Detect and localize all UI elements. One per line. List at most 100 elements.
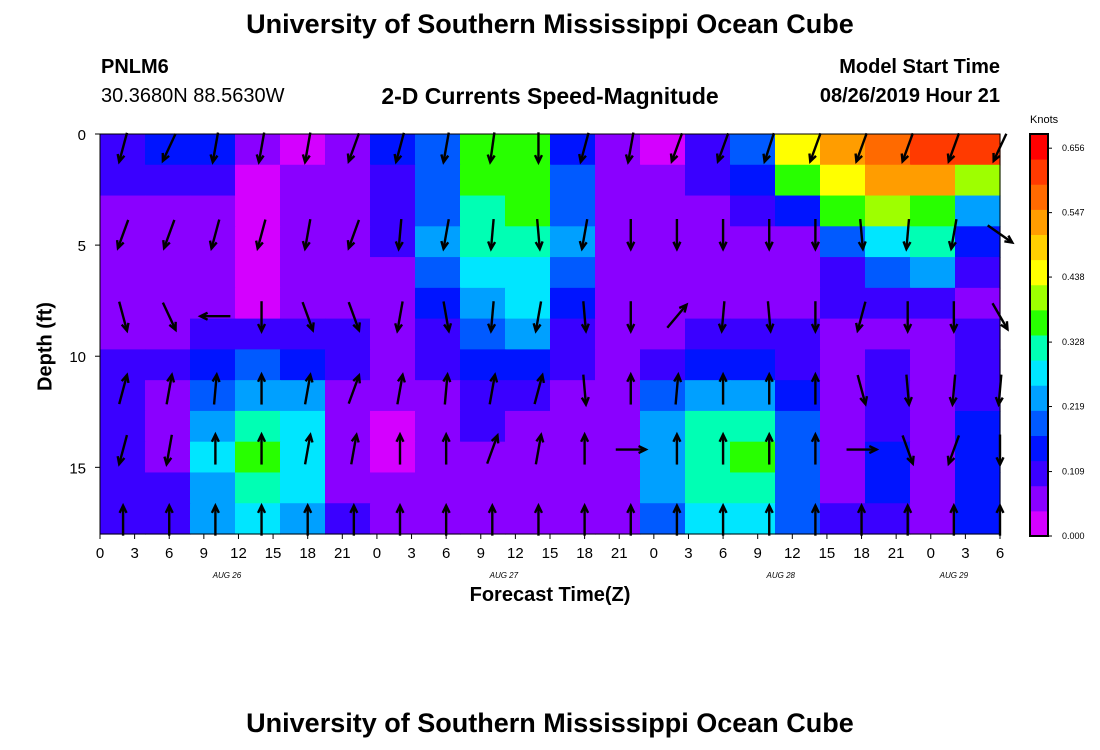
heatmap-cell <box>640 472 686 504</box>
colorbar-segment <box>1030 159 1048 185</box>
heatmap-cell <box>460 472 506 504</box>
heatmap-cell <box>235 441 281 474</box>
arrow-shaft <box>766 301 772 332</box>
x-tick-label: 18 <box>853 545 870 562</box>
heatmap-cell <box>550 503 596 535</box>
arrow-head <box>810 431 820 443</box>
current-arrow <box>624 132 635 165</box>
arrow-head <box>810 502 820 514</box>
heatmap-cell <box>505 318 551 350</box>
current-arrow <box>161 302 177 333</box>
arrow-head <box>349 502 359 514</box>
current-arrow <box>672 219 682 252</box>
current-arrow <box>580 301 590 334</box>
current-arrow <box>487 218 497 252</box>
heatmap-cell <box>190 410 236 443</box>
heatmap-cell <box>145 349 191 381</box>
arrow-head <box>256 323 267 334</box>
heatmap-cell <box>640 257 686 289</box>
current-arrow <box>393 132 406 165</box>
arrow-head <box>810 241 820 252</box>
x-axis: 0 3 6 9 12 15 18 21 0 3 6 9 12 15 18 21 0 3 6 9 12 15 18 21 0 3 6 A… <box>96 534 1004 580</box>
x-tick-label: 0 <box>650 545 658 562</box>
current-arrow <box>346 132 361 165</box>
heatmap-cell <box>325 410 371 443</box>
heatmap-cell <box>595 164 641 197</box>
arrow-head <box>352 322 361 333</box>
heatmap-cell <box>910 380 956 412</box>
colorbar-tick-label: 0.109 <box>1062 467 1085 477</box>
heatmap-cell <box>865 195 911 227</box>
current-arrow <box>208 219 221 252</box>
heatmap-cell <box>775 472 821 504</box>
arrow-head <box>350 432 360 443</box>
heatmap-cell <box>370 287 416 320</box>
arrow-head <box>490 432 500 444</box>
heatmap-cell <box>280 134 326 166</box>
heatmap-cell <box>730 226 776 258</box>
heatmap-cell <box>235 226 281 258</box>
arrow-shaft <box>947 435 961 465</box>
arrow-head <box>715 153 725 165</box>
arrow-head <box>396 372 406 383</box>
heatmap-cell <box>235 164 281 197</box>
current-arrow <box>301 219 312 252</box>
colorbar-segment <box>1030 284 1048 311</box>
current-arrow <box>442 371 452 405</box>
arrow-shaft <box>859 218 865 250</box>
arrow-shaft <box>950 219 958 249</box>
current-arrow <box>666 302 689 329</box>
heatmap-cell <box>415 226 461 258</box>
arrow-head <box>116 153 126 165</box>
current-arrow <box>762 132 776 165</box>
current-arrow <box>116 132 129 165</box>
heatmap-cell <box>685 257 731 289</box>
current-arrow <box>717 301 727 334</box>
arrow-head <box>256 371 267 383</box>
heatmap-cell <box>505 380 551 412</box>
heatmap-cell <box>550 257 596 289</box>
heatmap-cell <box>235 503 281 535</box>
heatmap-cell <box>505 441 551 474</box>
heatmap-cell <box>460 195 506 227</box>
current-arrow <box>947 219 958 252</box>
heatmap-chart: 0 3 6 9 12 15 18 21 0 3 6 9 12 15 18 21 0 3 6 9 12 15 18 21 0 3 6 A… <box>69 127 1085 580</box>
current-arrow <box>854 132 868 165</box>
arrow-shaft <box>809 132 822 162</box>
arrow-shaft <box>161 302 177 331</box>
y-tick-label: 10 <box>69 349 86 366</box>
arrow-shaft <box>947 132 961 162</box>
date-label: AUG 29 <box>939 571 969 580</box>
heatmap-cell <box>820 472 866 504</box>
heatmap-cell <box>955 380 1001 412</box>
current-arrow <box>810 301 820 334</box>
arrow-head <box>717 323 727 334</box>
x-tick-label: 6 <box>165 545 173 562</box>
heatmap-cell <box>910 472 956 504</box>
heatmap-cell <box>730 195 776 227</box>
heatmap-cell <box>415 410 461 443</box>
heatmap-cell <box>325 257 371 289</box>
colorbar-segment <box>1030 134 1048 160</box>
heatmap-cell <box>550 349 596 381</box>
heatmap-cell <box>415 441 461 474</box>
heatmap-cell <box>145 257 191 289</box>
colorbar-frame <box>1029 133 1049 537</box>
colorbar-tick-label: 0.000 <box>1062 531 1085 541</box>
arrow-shaft <box>397 218 403 250</box>
heatmap-cell <box>595 257 641 289</box>
heatmap-cell <box>370 164 416 197</box>
current-arrow <box>626 301 636 334</box>
arrow-head <box>580 502 590 514</box>
colorbar-tick-label: 0.438 <box>1062 272 1085 282</box>
arrow-shaft <box>347 301 361 331</box>
heatmap-cell <box>145 318 191 350</box>
arrow-head <box>810 371 820 383</box>
arrow-shaft <box>210 219 221 249</box>
current-arrow <box>900 132 914 165</box>
arrow-shaft <box>347 219 361 249</box>
colorbar-segment <box>1030 309 1048 336</box>
current-arrow <box>441 431 451 465</box>
arrow-shaft <box>489 218 495 250</box>
arrow-head <box>303 502 313 514</box>
